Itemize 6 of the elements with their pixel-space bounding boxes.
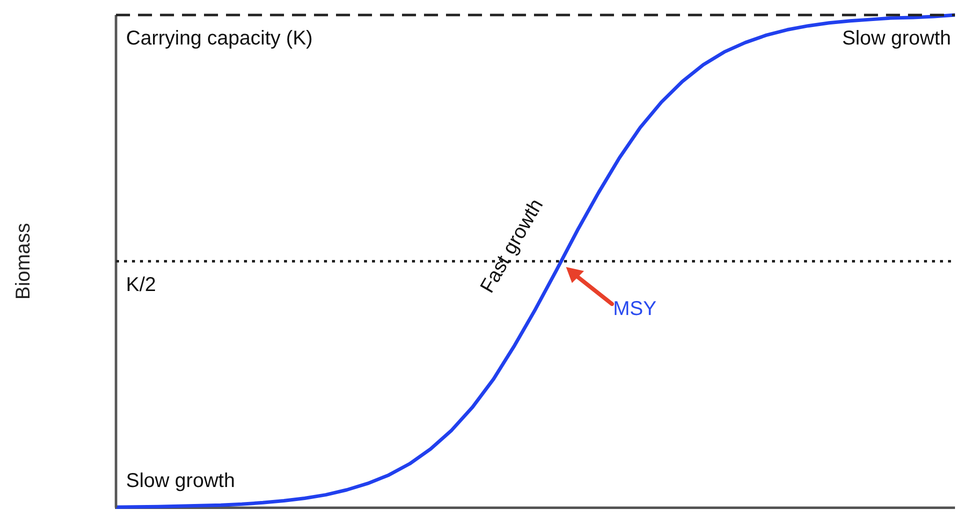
annotation: Slow growth: [126, 470, 235, 492]
annotation: MSY: [613, 298, 656, 320]
ref-line-label: Carrying capacity (K): [126, 28, 313, 50]
annotation: Slow growth: [842, 28, 951, 50]
y-axis-title: Biomass: [12, 222, 35, 300]
ref-line-label: K/2: [126, 274, 156, 296]
